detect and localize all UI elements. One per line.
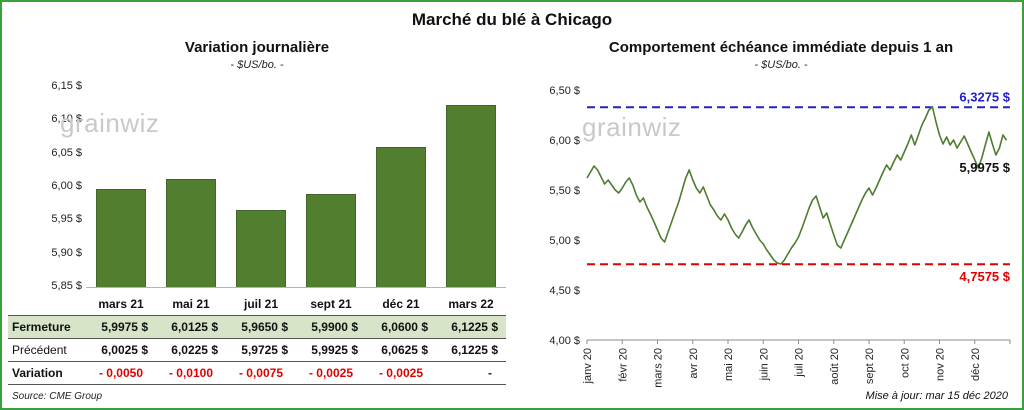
bar-sept-21 [306,193,356,287]
bar-mars-22 [446,105,496,287]
page-title: Marché du blé à Chicago [411,10,613,29]
line-x-tick-label: déc 20 [970,348,982,381]
line-chart-subtitle: - $US/bo. - [754,59,808,71]
table-cell-precedent: 5,9725 $ [226,339,296,362]
bar-déc-21 [376,147,426,287]
bar-juil-21 [236,210,286,287]
table-cell-precedent: 6,0625 $ [366,339,436,362]
bar-y-tick-label: 5,95 $ [51,213,82,226]
line-y-tick-label: 5,50 $ [549,185,580,197]
row-label-variation: Variation [8,362,86,385]
line-y-tick-label: 4,00 $ [549,335,580,347]
bar-y-tick-label: 5,90 $ [51,246,82,259]
row-label-fermeture: Fermeture [8,316,86,339]
month-header: mars 21 [86,294,156,316]
month-header: sept 21 [296,294,366,316]
table-cell-fermeture: 6,0600 $ [366,316,436,339]
line-x-tick-label: oct 20 [899,348,911,378]
bar-mars-21 [96,188,146,287]
bar-chart-subtitle: - $US/bo. - [230,59,284,71]
table-cell-precedent: 6,0225 $ [156,339,226,362]
table-cell-variation: - 0,0100 [156,362,226,385]
table-cell-fermeture: 6,1225 $ [436,316,506,339]
table-cell-fermeture: 5,9975 $ [86,316,156,339]
bar-plot [86,87,506,288]
grainwiz-watermark: grainwiz [582,112,682,142]
line-x-tick-label: juil 20 [794,348,806,378]
line-y-tick-label: 4,50 $ [549,285,580,297]
high-price-label: 6,3275 $ [959,89,1010,104]
row-label-precedent: Précédent [8,339,86,362]
bar-y-tick-label: 6,10 $ [51,113,82,126]
line-x-tick-label: sept 20 [864,348,876,384]
line-x-tick-label: janv 20 [582,348,594,384]
price-line [586,106,1008,265]
line-x-tick-label: juin 20 [758,348,770,381]
line-chart-svg: 6,50 $ 6,00 $ 5,50 $ 5,00 $ 4,50 $ 4,00 $janv… [549,85,1010,388]
low-price-label: 4,7575 $ [959,269,1010,284]
line-y-tick-label: 5,00 $ [549,235,580,247]
table-corner-cell [8,294,86,316]
bar-y-axis: 6,15 $ 6,10 $ 6,05 $ 6,00 $ 5,95 $ 5,90 $ 5,85… [26,80,82,299]
line-chart-title: Comportement échéance immédiate depuis 1… [608,39,954,56]
source-note: Source: CME Group [12,391,103,402]
bar-y-tick-label: 6,00 $ [51,180,82,192]
line-x-tick-label: mars 20 [653,348,665,388]
table-cell-precedent: 6,0025 $ [86,339,156,362]
line-y-tick-label: 6,00 $ [549,135,580,147]
bar-y-tick-label: 6,15 $ [51,80,82,92]
line-x-tick-label: nov 20 [935,348,947,381]
line-x-tick-label: févr 20 [617,348,629,382]
bar-y-tick-label: 5,85 $ [51,280,82,292]
bar-mai-21 [166,178,216,287]
line-x-tick-label: avr 20 [688,348,700,379]
table-cell-variation: - [436,362,506,385]
month-header: mars 22 [436,294,506,316]
table-cell-variation: - 0,0025 [366,362,436,385]
updated-note: Mise à jour: mar 15 déc 2020 [865,390,1008,402]
price-table: mars 21 mai 21 juil 21 sept 21 déc 21 mars 22… [8,294,506,385]
table-cell-variation: - 0,0050 [86,362,156,385]
line-x-tick-label: mai 20 [723,348,735,381]
month-header: déc 21 [366,294,436,316]
table-cell-precedent: 5,9925 $ [296,339,366,362]
line-y-tick-label: 6,50 $ [549,85,580,97]
last-price-label: 5,9975 $ [959,160,1010,175]
line-x-tick-label: août 20 [829,348,841,385]
table-cell-variation: - 0,0075 [226,362,296,385]
bar-chart-title: Variation journalière [184,39,330,56]
table-cell-fermeture: 6,0125 $ [156,316,226,339]
table-cell-fermeture: 5,9650 $ [226,316,296,339]
grainwiz-watermark: grainwiz [60,108,160,138]
bar-y-tick-label: 6,05 $ [51,146,82,159]
table-cell-variation: - 0,0025 [296,362,366,385]
table-cell-precedent: 6,1225 $ [436,339,506,362]
month-header: mai 21 [156,294,226,316]
table-cell-fermeture: 5,9900 $ [296,316,366,339]
month-header: juil 21 [226,294,296,316]
